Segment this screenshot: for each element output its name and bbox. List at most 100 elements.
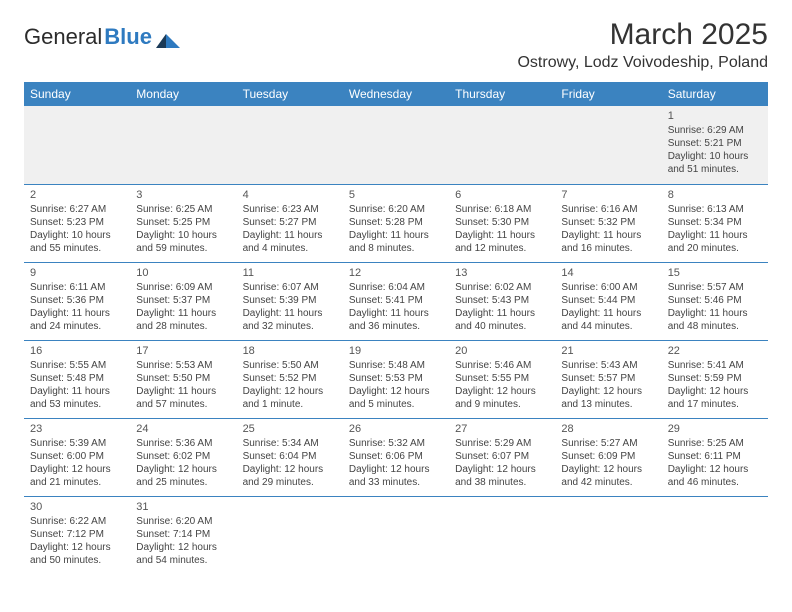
day-header: Monday bbox=[130, 82, 236, 106]
day2-text: and 16 minutes. bbox=[561, 242, 655, 255]
day2-text: and 44 minutes. bbox=[561, 320, 655, 333]
day1-text: Daylight: 11 hours bbox=[561, 229, 655, 242]
calendar-cell: 4Sunrise: 6:23 AMSunset: 5:27 PMDaylight… bbox=[237, 184, 343, 262]
day2-text: and 13 minutes. bbox=[561, 398, 655, 411]
sunrise-text: Sunrise: 5:29 AM bbox=[455, 437, 549, 450]
day-number: 6 bbox=[455, 188, 549, 202]
calendar-cell: 31Sunrise: 6:20 AMSunset: 7:14 PMDayligh… bbox=[130, 496, 236, 574]
day1-text: Daylight: 12 hours bbox=[561, 385, 655, 398]
day1-text: Daylight: 12 hours bbox=[243, 385, 337, 398]
sunrise-text: Sunrise: 5:55 AM bbox=[30, 359, 124, 372]
day1-text: Daylight: 11 hours bbox=[668, 307, 762, 320]
calendar-cell: 3Sunrise: 6:25 AMSunset: 5:25 PMDaylight… bbox=[130, 184, 236, 262]
sunrise-text: Sunrise: 6:04 AM bbox=[349, 281, 443, 294]
day1-text: Daylight: 12 hours bbox=[136, 541, 230, 554]
calendar-cell bbox=[343, 106, 449, 184]
day-header: Saturday bbox=[662, 82, 768, 106]
calendar-row: 16Sunrise: 5:55 AMSunset: 5:48 PMDayligh… bbox=[24, 340, 768, 418]
day2-text: and 36 minutes. bbox=[349, 320, 443, 333]
calendar-cell: 7Sunrise: 6:16 AMSunset: 5:32 PMDaylight… bbox=[555, 184, 661, 262]
day2-text: and 55 minutes. bbox=[30, 242, 124, 255]
logo: GeneralBlue bbox=[24, 18, 180, 50]
calendar-table: Sunday Monday Tuesday Wednesday Thursday… bbox=[24, 82, 768, 574]
sunset-text: Sunset: 6:04 PM bbox=[243, 450, 337, 463]
calendar-cell bbox=[343, 496, 449, 574]
sunset-text: Sunset: 5:46 PM bbox=[668, 294, 762, 307]
day-number: 26 bbox=[349, 422, 443, 436]
calendar-row: 30Sunrise: 6:22 AMSunset: 7:12 PMDayligh… bbox=[24, 496, 768, 574]
sunrise-text: Sunrise: 5:43 AM bbox=[561, 359, 655, 372]
sunset-text: Sunset: 5:34 PM bbox=[668, 216, 762, 229]
day1-text: Daylight: 12 hours bbox=[561, 463, 655, 476]
sunrise-text: Sunrise: 5:53 AM bbox=[136, 359, 230, 372]
day-number: 25 bbox=[243, 422, 337, 436]
day-number: 1 bbox=[668, 109, 762, 123]
day-number: 20 bbox=[455, 344, 549, 358]
calendar-cell: 6Sunrise: 6:18 AMSunset: 5:30 PMDaylight… bbox=[449, 184, 555, 262]
day2-text: and 40 minutes. bbox=[455, 320, 549, 333]
logo-text-2: Blue bbox=[104, 24, 152, 50]
sunrise-text: Sunrise: 6:25 AM bbox=[136, 203, 230, 216]
sunset-text: Sunset: 5:55 PM bbox=[455, 372, 549, 385]
sunrise-text: Sunrise: 5:41 AM bbox=[668, 359, 762, 372]
day2-text: and 24 minutes. bbox=[30, 320, 124, 333]
day1-text: Daylight: 11 hours bbox=[455, 229, 549, 242]
calendar-cell: 9Sunrise: 6:11 AMSunset: 5:36 PMDaylight… bbox=[24, 262, 130, 340]
calendar-row: 1Sunrise: 6:29 AMSunset: 5:21 PMDaylight… bbox=[24, 106, 768, 184]
day1-text: Daylight: 12 hours bbox=[455, 463, 549, 476]
day-number: 29 bbox=[668, 422, 762, 436]
day-header: Wednesday bbox=[343, 82, 449, 106]
day2-text: and 33 minutes. bbox=[349, 476, 443, 489]
sunrise-text: Sunrise: 6:00 AM bbox=[561, 281, 655, 294]
day2-text: and 50 minutes. bbox=[30, 554, 124, 567]
calendar-cell: 28Sunrise: 5:27 AMSunset: 6:09 PMDayligh… bbox=[555, 418, 661, 496]
day1-text: Daylight: 11 hours bbox=[349, 229, 443, 242]
calendar-cell: 23Sunrise: 5:39 AMSunset: 6:00 PMDayligh… bbox=[24, 418, 130, 496]
sunset-text: Sunset: 5:50 PM bbox=[136, 372, 230, 385]
day2-text: and 1 minute. bbox=[243, 398, 337, 411]
day-number: 12 bbox=[349, 266, 443, 280]
day-header-row: Sunday Monday Tuesday Wednesday Thursday… bbox=[24, 82, 768, 106]
calendar-cell bbox=[449, 496, 555, 574]
calendar-cell: 30Sunrise: 6:22 AMSunset: 7:12 PMDayligh… bbox=[24, 496, 130, 574]
day2-text: and 53 minutes. bbox=[30, 398, 124, 411]
calendar-cell: 15Sunrise: 5:57 AMSunset: 5:46 PMDayligh… bbox=[662, 262, 768, 340]
calendar-cell bbox=[130, 106, 236, 184]
day2-text: and 20 minutes. bbox=[668, 242, 762, 255]
logo-icon bbox=[156, 28, 180, 46]
sunset-text: Sunset: 7:12 PM bbox=[30, 528, 124, 541]
sunrise-text: Sunrise: 5:36 AM bbox=[136, 437, 230, 450]
sunset-text: Sunset: 5:41 PM bbox=[349, 294, 443, 307]
sunset-text: Sunset: 5:37 PM bbox=[136, 294, 230, 307]
sunset-text: Sunset: 6:09 PM bbox=[561, 450, 655, 463]
day-number: 7 bbox=[561, 188, 655, 202]
day-number: 21 bbox=[561, 344, 655, 358]
calendar-cell: 19Sunrise: 5:48 AMSunset: 5:53 PMDayligh… bbox=[343, 340, 449, 418]
sunset-text: Sunset: 5:44 PM bbox=[561, 294, 655, 307]
calendar-cell: 17Sunrise: 5:53 AMSunset: 5:50 PMDayligh… bbox=[130, 340, 236, 418]
day-number: 13 bbox=[455, 266, 549, 280]
calendar-cell: 18Sunrise: 5:50 AMSunset: 5:52 PMDayligh… bbox=[237, 340, 343, 418]
day2-text: and 48 minutes. bbox=[668, 320, 762, 333]
calendar-cell: 1Sunrise: 6:29 AMSunset: 5:21 PMDaylight… bbox=[662, 106, 768, 184]
sunset-text: Sunset: 5:59 PM bbox=[668, 372, 762, 385]
calendar-cell: 20Sunrise: 5:46 AMSunset: 5:55 PMDayligh… bbox=[449, 340, 555, 418]
day2-text: and 51 minutes. bbox=[668, 163, 762, 176]
day1-text: Daylight: 12 hours bbox=[136, 463, 230, 476]
day-number: 31 bbox=[136, 500, 230, 514]
title-block: March 2025 Ostrowy, Lodz Voivodeship, Po… bbox=[517, 18, 768, 72]
day-number: 8 bbox=[668, 188, 762, 202]
calendar-cell: 11Sunrise: 6:07 AMSunset: 5:39 PMDayligh… bbox=[237, 262, 343, 340]
day-number: 14 bbox=[561, 266, 655, 280]
day1-text: Daylight: 10 hours bbox=[668, 150, 762, 163]
calendar-cell bbox=[555, 106, 661, 184]
sunset-text: Sunset: 5:28 PM bbox=[349, 216, 443, 229]
calendar-row: 23Sunrise: 5:39 AMSunset: 6:00 PMDayligh… bbox=[24, 418, 768, 496]
day2-text: and 38 minutes. bbox=[455, 476, 549, 489]
sunset-text: Sunset: 6:11 PM bbox=[668, 450, 762, 463]
day2-text: and 59 minutes. bbox=[136, 242, 230, 255]
calendar-cell: 14Sunrise: 6:00 AMSunset: 5:44 PMDayligh… bbox=[555, 262, 661, 340]
calendar-cell: 13Sunrise: 6:02 AMSunset: 5:43 PMDayligh… bbox=[449, 262, 555, 340]
day-number: 4 bbox=[243, 188, 337, 202]
calendar-cell: 24Sunrise: 5:36 AMSunset: 6:02 PMDayligh… bbox=[130, 418, 236, 496]
